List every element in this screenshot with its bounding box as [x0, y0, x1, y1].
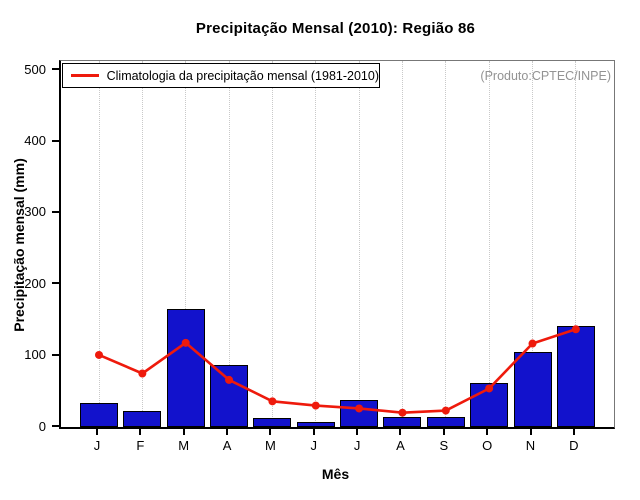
month-gridline	[401, 61, 403, 427]
x-tick-mark	[226, 428, 229, 435]
x-tick-mark	[269, 428, 272, 435]
precipitation-bar-J0	[80, 403, 118, 427]
legend-red-line-icon	[71, 74, 99, 77]
x-tick-mark	[139, 428, 142, 435]
x-tick-mark	[529, 428, 532, 435]
climatology-point-8	[441, 406, 450, 415]
x-tick-mark	[96, 428, 98, 435]
x-tick-mark	[442, 428, 445, 435]
precipitation-bar-A3	[210, 365, 249, 427]
precipitation-bar-F1	[123, 411, 162, 427]
climatology-point-4	[268, 397, 277, 406]
x-tick-label-10: N	[525, 438, 536, 453]
month-gridline	[532, 61, 533, 427]
x-tick-label-9: O	[482, 438, 493, 453]
precipitation-bar-N10	[513, 352, 552, 427]
precipitation-bar-M2	[166, 309, 205, 427]
precipitation-bar-D11	[556, 326, 595, 427]
month-gridline	[358, 61, 360, 427]
x-tick-mark	[486, 428, 489, 435]
x-tick-label-8: S	[439, 438, 449, 453]
month-gridline	[271, 61, 273, 427]
x-tick-mark	[312, 428, 315, 435]
y-tick-label-200: 200	[24, 275, 46, 291]
x-tick-label-4: M	[264, 438, 276, 453]
climatology-point-7	[398, 408, 407, 417]
y-tick-mark	[52, 425, 59, 427]
y-tick-mark	[52, 68, 59, 71]
precipitation-bar-M4	[253, 418, 292, 427]
climatology-point-2	[181, 338, 190, 347]
month-gridline	[315, 61, 317, 427]
x-axis-label: Mês	[321, 466, 350, 482]
month-gridline	[488, 61, 490, 427]
climatology-point-0	[95, 350, 103, 359]
y-tick-mark	[52, 353, 59, 356]
y-tick-mark	[52, 210, 59, 213]
y-tick-label-400: 400	[24, 133, 46, 149]
x-tick-label-7: A	[396, 438, 405, 453]
precipitation-bar-A7	[383, 417, 422, 427]
x-tick-mark	[572, 428, 575, 435]
x-tick-label-5: J	[310, 438, 318, 453]
x-tick-label-0: J	[93, 438, 101, 453]
product-annotation: (Produto:CPTEC/INPE)	[480, 69, 611, 83]
x-tick-label-1: F	[136, 438, 145, 453]
x-tick-mark	[182, 428, 185, 435]
climatology-point-3	[225, 375, 234, 384]
month-gridline	[445, 61, 447, 427]
x-tick-mark	[399, 428, 402, 435]
climatology-line	[98, 328, 577, 415]
x-tick-label-6: J	[353, 438, 361, 453]
climatology-point-5	[311, 401, 320, 410]
legend-box: Climatologia da precipitação mensal (198…	[62, 63, 380, 88]
month-gridline	[185, 61, 187, 427]
y-tick-label-0: 0	[38, 418, 46, 434]
plot-area: Climatologia da precipitação mensal (198…	[59, 60, 615, 429]
month-gridline	[228, 61, 230, 427]
x-tick-label-2: M	[178, 438, 190, 453]
climatology-point-6	[355, 404, 364, 413]
y-tick-label-500: 500	[24, 61, 46, 77]
y-tick-mark	[52, 282, 59, 285]
month-gridline	[98, 61, 100, 427]
x-tick-label-3: A	[222, 438, 232, 453]
precipitation-bar-S8	[426, 417, 465, 427]
precipitation-bar-J5	[296, 422, 335, 427]
y-tick-mark	[52, 139, 59, 142]
climatology-point-1	[138, 369, 147, 378]
legend-label: Climatologia da precipitação mensal (198…	[106, 68, 379, 83]
x-tick-mark	[356, 428, 359, 435]
y-tick-label-300: 300	[24, 204, 46, 220]
y-tick-label-100: 100	[24, 347, 46, 363]
month-gridline	[141, 61, 143, 427]
climatology-point-11	[571, 325, 580, 334]
climatology-point-9	[485, 384, 494, 393]
climatology-line-layer	[95, 325, 580, 417]
month-gridline	[575, 61, 577, 427]
chart-title: Precipitação Mensal (2010): Região 86	[195, 20, 476, 37]
x-tick-label-11: D	[569, 438, 579, 453]
climatology-point-10	[528, 339, 537, 348]
